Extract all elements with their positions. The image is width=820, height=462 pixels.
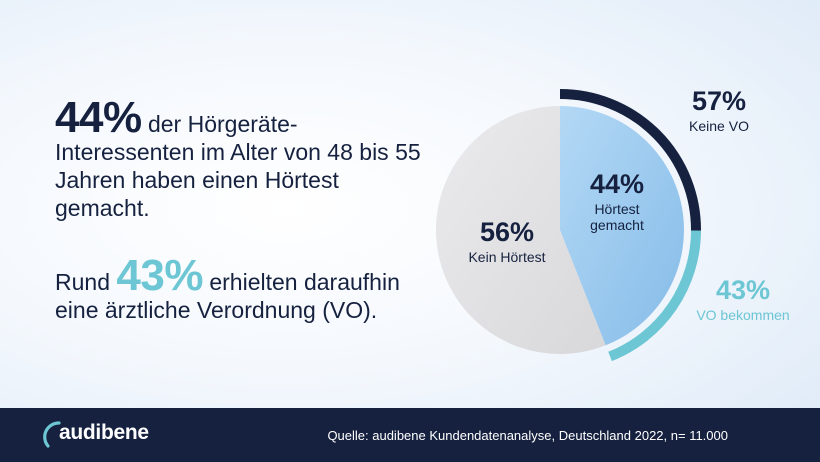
ring-label-vo-bekommen-text: VO bekommen bbox=[696, 307, 789, 323]
ring-arc-vo-bekommen bbox=[608, 230, 701, 362]
subline-rest: erhielten daraufhin eine ärztliche Veror… bbox=[55, 269, 400, 323]
brand-logo-text: audibene bbox=[59, 421, 149, 444]
slice-label-hoertest-line2: gemacht bbox=[590, 217, 644, 233]
ring-label-vo-bekommen-pct: 43% bbox=[716, 275, 770, 305]
headline-rest: der Hörgeräte-Interessenten im Alter von… bbox=[55, 111, 421, 221]
pie-slice-hoertest-gemacht bbox=[560, 106, 684, 346]
ring-arc-keine-vo bbox=[559, 89, 702, 231]
ring-label-keine-vo-text: Keine VO bbox=[689, 118, 749, 134]
slice-label-hoertest-pct: 44% bbox=[590, 169, 644, 199]
pie-slice-kein-hoertest bbox=[435, 105, 606, 355]
audibene-logo-icon bbox=[43, 421, 61, 448]
slice-label-kein-hoertest-text: Kein Hörtest bbox=[468, 249, 545, 265]
subline-prefix: Rund bbox=[55, 269, 110, 295]
subline-text: Rund 43% erhielten daraufhin eine ärztli… bbox=[55, 254, 435, 324]
headline-percentage: 44% bbox=[55, 93, 142, 142]
slice-label-hoertest-line1: Hörtest bbox=[594, 201, 639, 217]
pie-chart: 44% Hörtest gemacht 56% Kein Hörtest 57%… bbox=[435, 86, 790, 362]
headline-text: 44% der Hörgeräte-Interessenten im Alter… bbox=[55, 96, 425, 222]
slice-label-kein-hoertest-pct: 56% bbox=[480, 217, 534, 247]
subline-percentage: 43% bbox=[116, 251, 203, 300]
footer-bar: audibene Quelle: audibene Kundendatenana… bbox=[0, 408, 820, 462]
source-note: Quelle: audibene Kundendatenanalyse, Deu… bbox=[327, 428, 728, 443]
ring-label-keine-vo-pct: 57% bbox=[692, 86, 746, 116]
